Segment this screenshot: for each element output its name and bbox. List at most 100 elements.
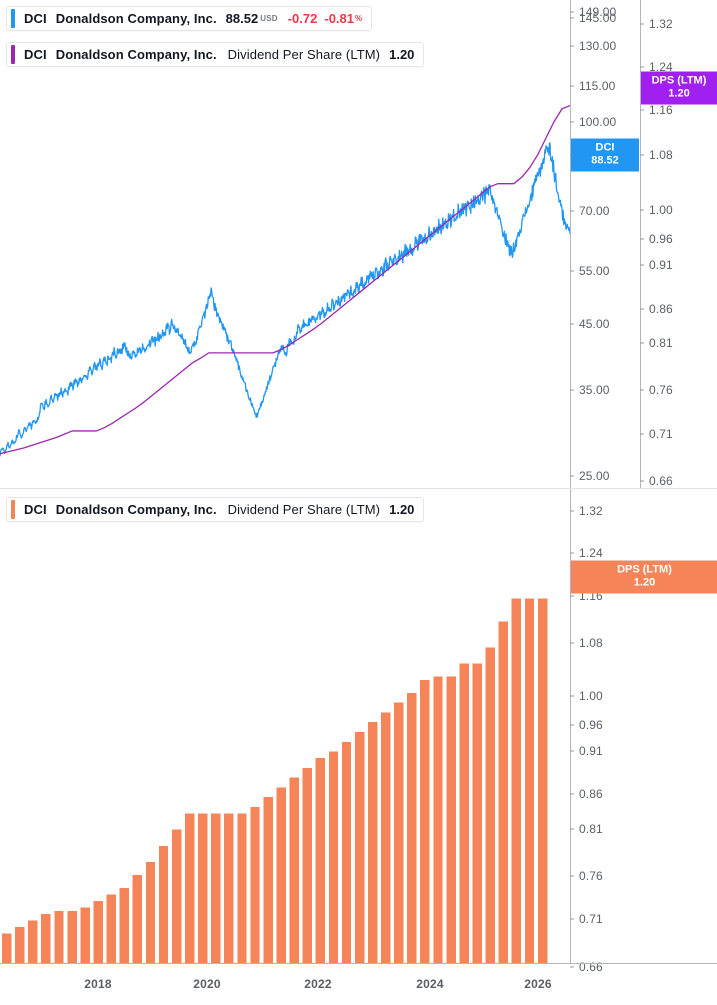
dps-scale-bottom-label-1-tick — [570, 552, 574, 554]
dps-bar[interactable]: 2019Q4: 0.87 — [184, 813, 195, 963]
dps-scale-bottom-badge[interactable]: DPS (LTM) 1.20 — [571, 560, 717, 594]
dps-bar[interactable]: 2024Q2: 1.075 — [420, 679, 430, 963]
dps-price-scale-top[interactable]: 1.32 1.24 1.16 1.08 1.00 0.96 0.91 0.86 0.81 0.76… — [640, 0, 717, 488]
dps-bar[interactable]: 2021Q2: 0.895 — [263, 797, 273, 963]
price-scale-label-3: 115.00 — [579, 79, 616, 93]
dps-panel-legend-swatch — [11, 500, 15, 519]
price-legend[interactable]: DCI Donaldson Company, Inc. 88.52 USD -0… — [6, 6, 373, 31]
dps-panel-legend[interactable]: DCI Donaldson Company, Inc. Dividend Per… — [6, 497, 425, 522]
price-scale-label-4-tick — [570, 121, 574, 123]
dps-scale-top-label-10-tick — [640, 433, 644, 435]
dps-scale-top-label-11-tick — [640, 480, 644, 482]
price-legend-change: -0.72 — [287, 11, 318, 26]
dps-bar[interactable]: 2025Q3: 1.125 — [485, 647, 495, 963]
time-axis[interactable]: 2018 2020 2022 2024 2026 — [0, 963, 717, 1005]
dps-panel-legend-value: 1.20 — [389, 502, 415, 517]
dps-bar[interactable]: 2017Q3: 0.72 — [67, 910, 77, 963]
dps-scale-top-label-0: 1.32 — [649, 17, 673, 31]
dps-bar[interactable]: 2023Q2: 1.01 — [367, 722, 378, 963]
price-line-series — [0, 142, 570, 457]
dps-scale-top-label-8: 0.81 — [649, 336, 673, 350]
dps-scale-bottom-badge-label: DPS (LTM) — [617, 563, 672, 576]
dps-bar[interactable]: 2024Q4: 1.08 — [446, 676, 456, 963]
dps-bar[interactable]: 2025Q2: 1.1 — [472, 663, 482, 963]
dps-scale-top-label-1-tick — [640, 66, 644, 68]
dps-bar[interactable]: 2025Q1: 1.1 — [459, 663, 469, 963]
dps-bar[interactable]: 2018Q2: 0.745 — [106, 894, 116, 963]
dps-bar[interactable]: 2020Q1: 0.87 — [198, 813, 208, 963]
dps-bar[interactable]: 2018Q1: 0.735 — [93, 901, 103, 963]
price-legend-currency: USD — [260, 14, 278, 23]
dps-scale-top-label-4-tick — [640, 209, 644, 211]
dps-panel: 2016Q2: 0.6852016Q3: 0.6952016Q4: 0.7052… — [0, 489, 717, 1005]
dps-bar[interactable]: 2016Q4: 0.705 — [28, 920, 38, 963]
dps-bar[interactable]: 2020Q2: 0.87 — [211, 813, 221, 963]
dps-overlay-legend[interactable]: DCI Donaldson Company, Inc. Dividend Per… — [6, 42, 425, 67]
dps-bar[interactable]: 2025Q4: 1.165 — [498, 621, 509, 963]
dps-bar[interactable]: 2021Q1: 0.88 — [250, 806, 260, 963]
dps-price-scale-bottom[interactable]: 1.32 1.24 1.16 1.08 1.00 0.96 0.91 0.86 0.81 0.76… — [570, 489, 717, 974]
price-scale-badge[interactable]: DCI 88.52 — [571, 138, 639, 172]
dps-bar[interactable]: 2023Q3: 1.025 — [381, 712, 391, 963]
dps-bar[interactable]: 2018Q4: 0.775 — [132, 875, 143, 963]
price-scale-label-3-tick — [570, 85, 574, 87]
dps-scale-top-badge-value: 1.20 — [668, 87, 690, 100]
dps-bar[interactable]: 2017Q4: 0.725 — [80, 907, 90, 963]
dps-bar-chart-plot[interactable]: 2016Q2: 0.6852016Q3: 0.6952016Q4: 0.7052… — [0, 489, 570, 963]
dps-scale-bottom-label-10-tick — [570, 918, 574, 920]
dps-scale-bottom-label-4: 1.00 — [579, 689, 603, 703]
dps-scale-bottom-label-5-tick — [570, 724, 574, 726]
price-price-scale[interactable]: 149.00145.00130.00115.00100.0085.0070.00… — [570, 0, 640, 488]
dps-scale-bottom-label-4-tick — [570, 695, 574, 697]
dps-bar[interactable]: 2022Q4: 0.98 — [341, 741, 352, 963]
dps-bar[interactable]: 2026Q2: 1.2 — [524, 598, 535, 963]
dps-bar[interactable]: 2016Q3: 0.695 — [15, 927, 25, 963]
dps-bar[interactable]: 2016Q2: 0.685 — [2, 933, 12, 963]
dps-scale-bottom-label-8-tick — [570, 828, 574, 830]
time-axis-label-2020: 2020 — [193, 977, 221, 991]
dps-scale-top-badge[interactable]: DPS (LTM) 1.20 — [641, 71, 717, 105]
price-panel: DCI Donaldson Company, Inc. 88.52 USD -0… — [0, 0, 717, 488]
price-legend-ticker: DCI — [24, 11, 47, 26]
price-legend-swatch — [11, 9, 15, 28]
dps-scale-top-axis-line — [640, 0, 641, 488]
dps-scale-top-label-9-tick — [640, 389, 644, 391]
price-scale-label-1: 145.00 — [579, 11, 617, 25]
dps-bar[interactable]: 2018Q3: 0.755 — [119, 888, 130, 963]
price-scale-label-0: 149.00 — [579, 5, 617, 19]
dps-bar[interactable]: 2026Q1: 1.2 — [511, 598, 522, 963]
dps-bar[interactable]: 2026Q3: 1.2 — [537, 598, 548, 963]
dps-bar[interactable]: 2022Q3: 0.965 — [328, 751, 339, 963]
dps-bar[interactable]: 2017Q1: 0.715 — [41, 914, 51, 963]
price-legend-last: 88.52 — [225, 11, 259, 26]
time-axis-label-2022: 2022 — [304, 977, 332, 991]
dps-scale-top-label-1: 1.24 — [649, 60, 673, 74]
dps-scale-bottom-label-9: 0.76 — [579, 869, 603, 883]
dps-bar[interactable]: 2022Q2: 0.955 — [315, 758, 326, 963]
dps-bars-group: 2016Q2: 0.6852016Q3: 0.6952016Q4: 0.7052… — [2, 598, 548, 963]
dps-bar[interactable]: 2017Q2: 0.72 — [54, 910, 64, 963]
price-scale-label-0-tick — [570, 11, 574, 13]
dps-bar[interactable]: 2023Q1: 0.995 — [354, 732, 365, 963]
dps-scale-top-label-9: 0.76 — [649, 383, 673, 397]
dps-bar[interactable]: 2020Q4: 0.87 — [237, 813, 247, 963]
dps-scale-top-label-7: 0.86 — [649, 302, 673, 316]
dps-bar[interactable]: 2024Q3: 1.08 — [433, 676, 443, 963]
price-legend-pct-sign: % — [355, 14, 363, 23]
dps-bar[interactable]: 2019Q2: 0.82 — [158, 845, 169, 963]
dps-bar[interactable]: 2022Q1: 0.94 — [302, 767, 313, 963]
dps-scale-top-label-10: 0.71 — [649, 427, 673, 441]
dps-scale-bottom-label-3: 1.08 — [579, 636, 603, 650]
dps-bar[interactable]: 2020Q3: 0.87 — [224, 813, 234, 963]
price-scale-label-9: 35.00 — [579, 383, 610, 397]
dps-bar[interactable]: 2024Q1: 1.055 — [407, 692, 417, 963]
dps-bar[interactable]: 2019Q3: 0.845 — [171, 829, 182, 963]
dps-bar[interactable]: 2021Q3: 0.91 — [276, 787, 286, 963]
dps-bar[interactable]: 2023Q4: 1.04 — [394, 702, 404, 963]
time-axis-label-2026: 2026 — [524, 977, 552, 991]
price-chart-plot[interactable] — [0, 0, 570, 488]
dps-scale-bottom-label-9-tick — [570, 875, 574, 877]
dps-bar[interactable]: 2021Q4: 0.925 — [289, 777, 299, 963]
dps-scale-top-label-8-tick — [640, 342, 644, 344]
dps-bar[interactable]: 2019Q1: 0.795 — [145, 862, 156, 963]
